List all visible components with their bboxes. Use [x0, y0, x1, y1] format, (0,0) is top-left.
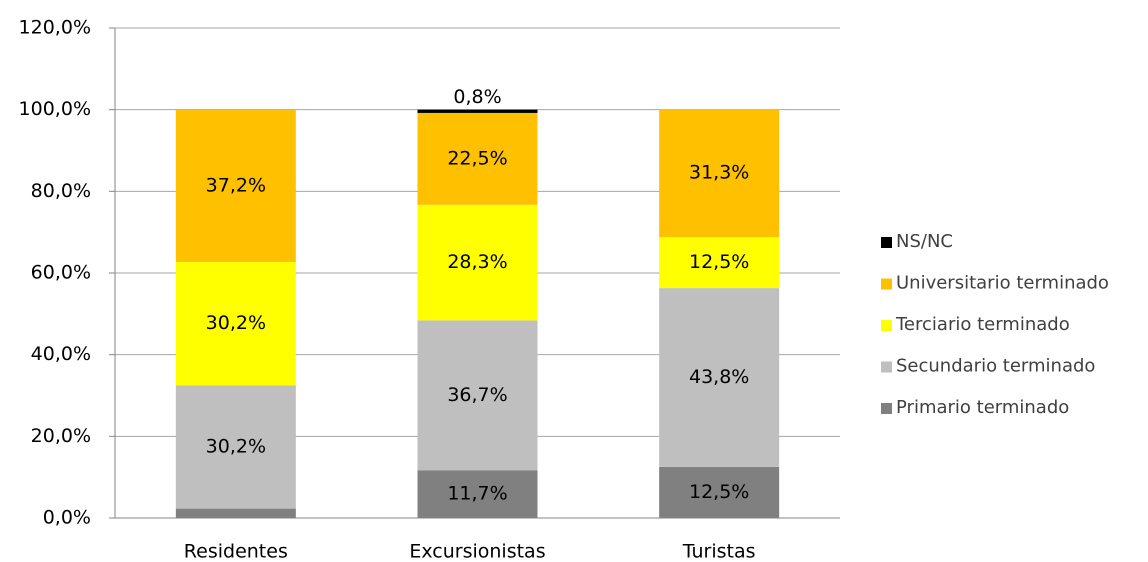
data-label: 37,2%	[206, 175, 266, 197]
data-label: 30,2%	[206, 435, 266, 457]
y-tick-label: 100,0%	[19, 98, 91, 120]
legend-label: Terciario terminado	[895, 314, 1070, 335]
legend-swatch	[881, 237, 892, 248]
data-label: 31,3%	[689, 162, 749, 184]
bar-segment	[659, 109, 780, 238]
legend-swatch	[881, 403, 892, 414]
legend-label: Universitario terminado	[896, 273, 1109, 294]
x-tick-label: Residentes	[184, 541, 288, 562]
y-tick-label: 60,0%	[31, 262, 91, 284]
y-tick-label: 80,0%	[31, 180, 91, 202]
x-tick-label: Excursionistas	[409, 541, 545, 562]
bar-segment	[417, 109, 538, 113]
bar-segment	[659, 237, 780, 289]
data-label: 12,5%	[689, 251, 749, 273]
bar-segment	[175, 110, 296, 262]
data-label: 22,5%	[447, 147, 507, 169]
legend-label: NS/NC	[896, 231, 953, 252]
y-tick-label: 20,0%	[31, 425, 91, 447]
bar-segment	[417, 320, 538, 471]
legend-swatch	[881, 320, 892, 331]
legend-label: Primario terminado	[896, 397, 1069, 418]
data-label: 28,3%	[447, 251, 507, 273]
y-tick-label: 40,0%	[31, 343, 91, 365]
legend-swatch	[881, 278, 892, 290]
data-label: 0,8%	[453, 86, 501, 108]
bar-segment	[659, 466, 780, 518]
legend-label: Secundario terminado	[896, 356, 1095, 377]
bar-segment	[417, 204, 538, 321]
data-label: 43,8%	[689, 366, 749, 388]
bar-segment	[417, 470, 538, 518]
data-label: 11,7%	[447, 483, 507, 505]
y-tick-label: 120,0%	[19, 17, 91, 39]
data-label: 36,7%	[447, 384, 507, 406]
bar-segment	[175, 508, 296, 518]
y-tick-label: 0,0%	[43, 507, 91, 529]
x-tick-label: Turistas	[682, 541, 756, 562]
bar-segment	[175, 261, 296, 386]
bar-segment	[659, 288, 780, 467]
legend-swatch	[881, 361, 892, 373]
bar-segment	[417, 112, 538, 205]
data-label: 30,2%	[206, 312, 266, 334]
bar-segment	[175, 385, 296, 509]
data-label: 12,5%	[689, 481, 749, 503]
